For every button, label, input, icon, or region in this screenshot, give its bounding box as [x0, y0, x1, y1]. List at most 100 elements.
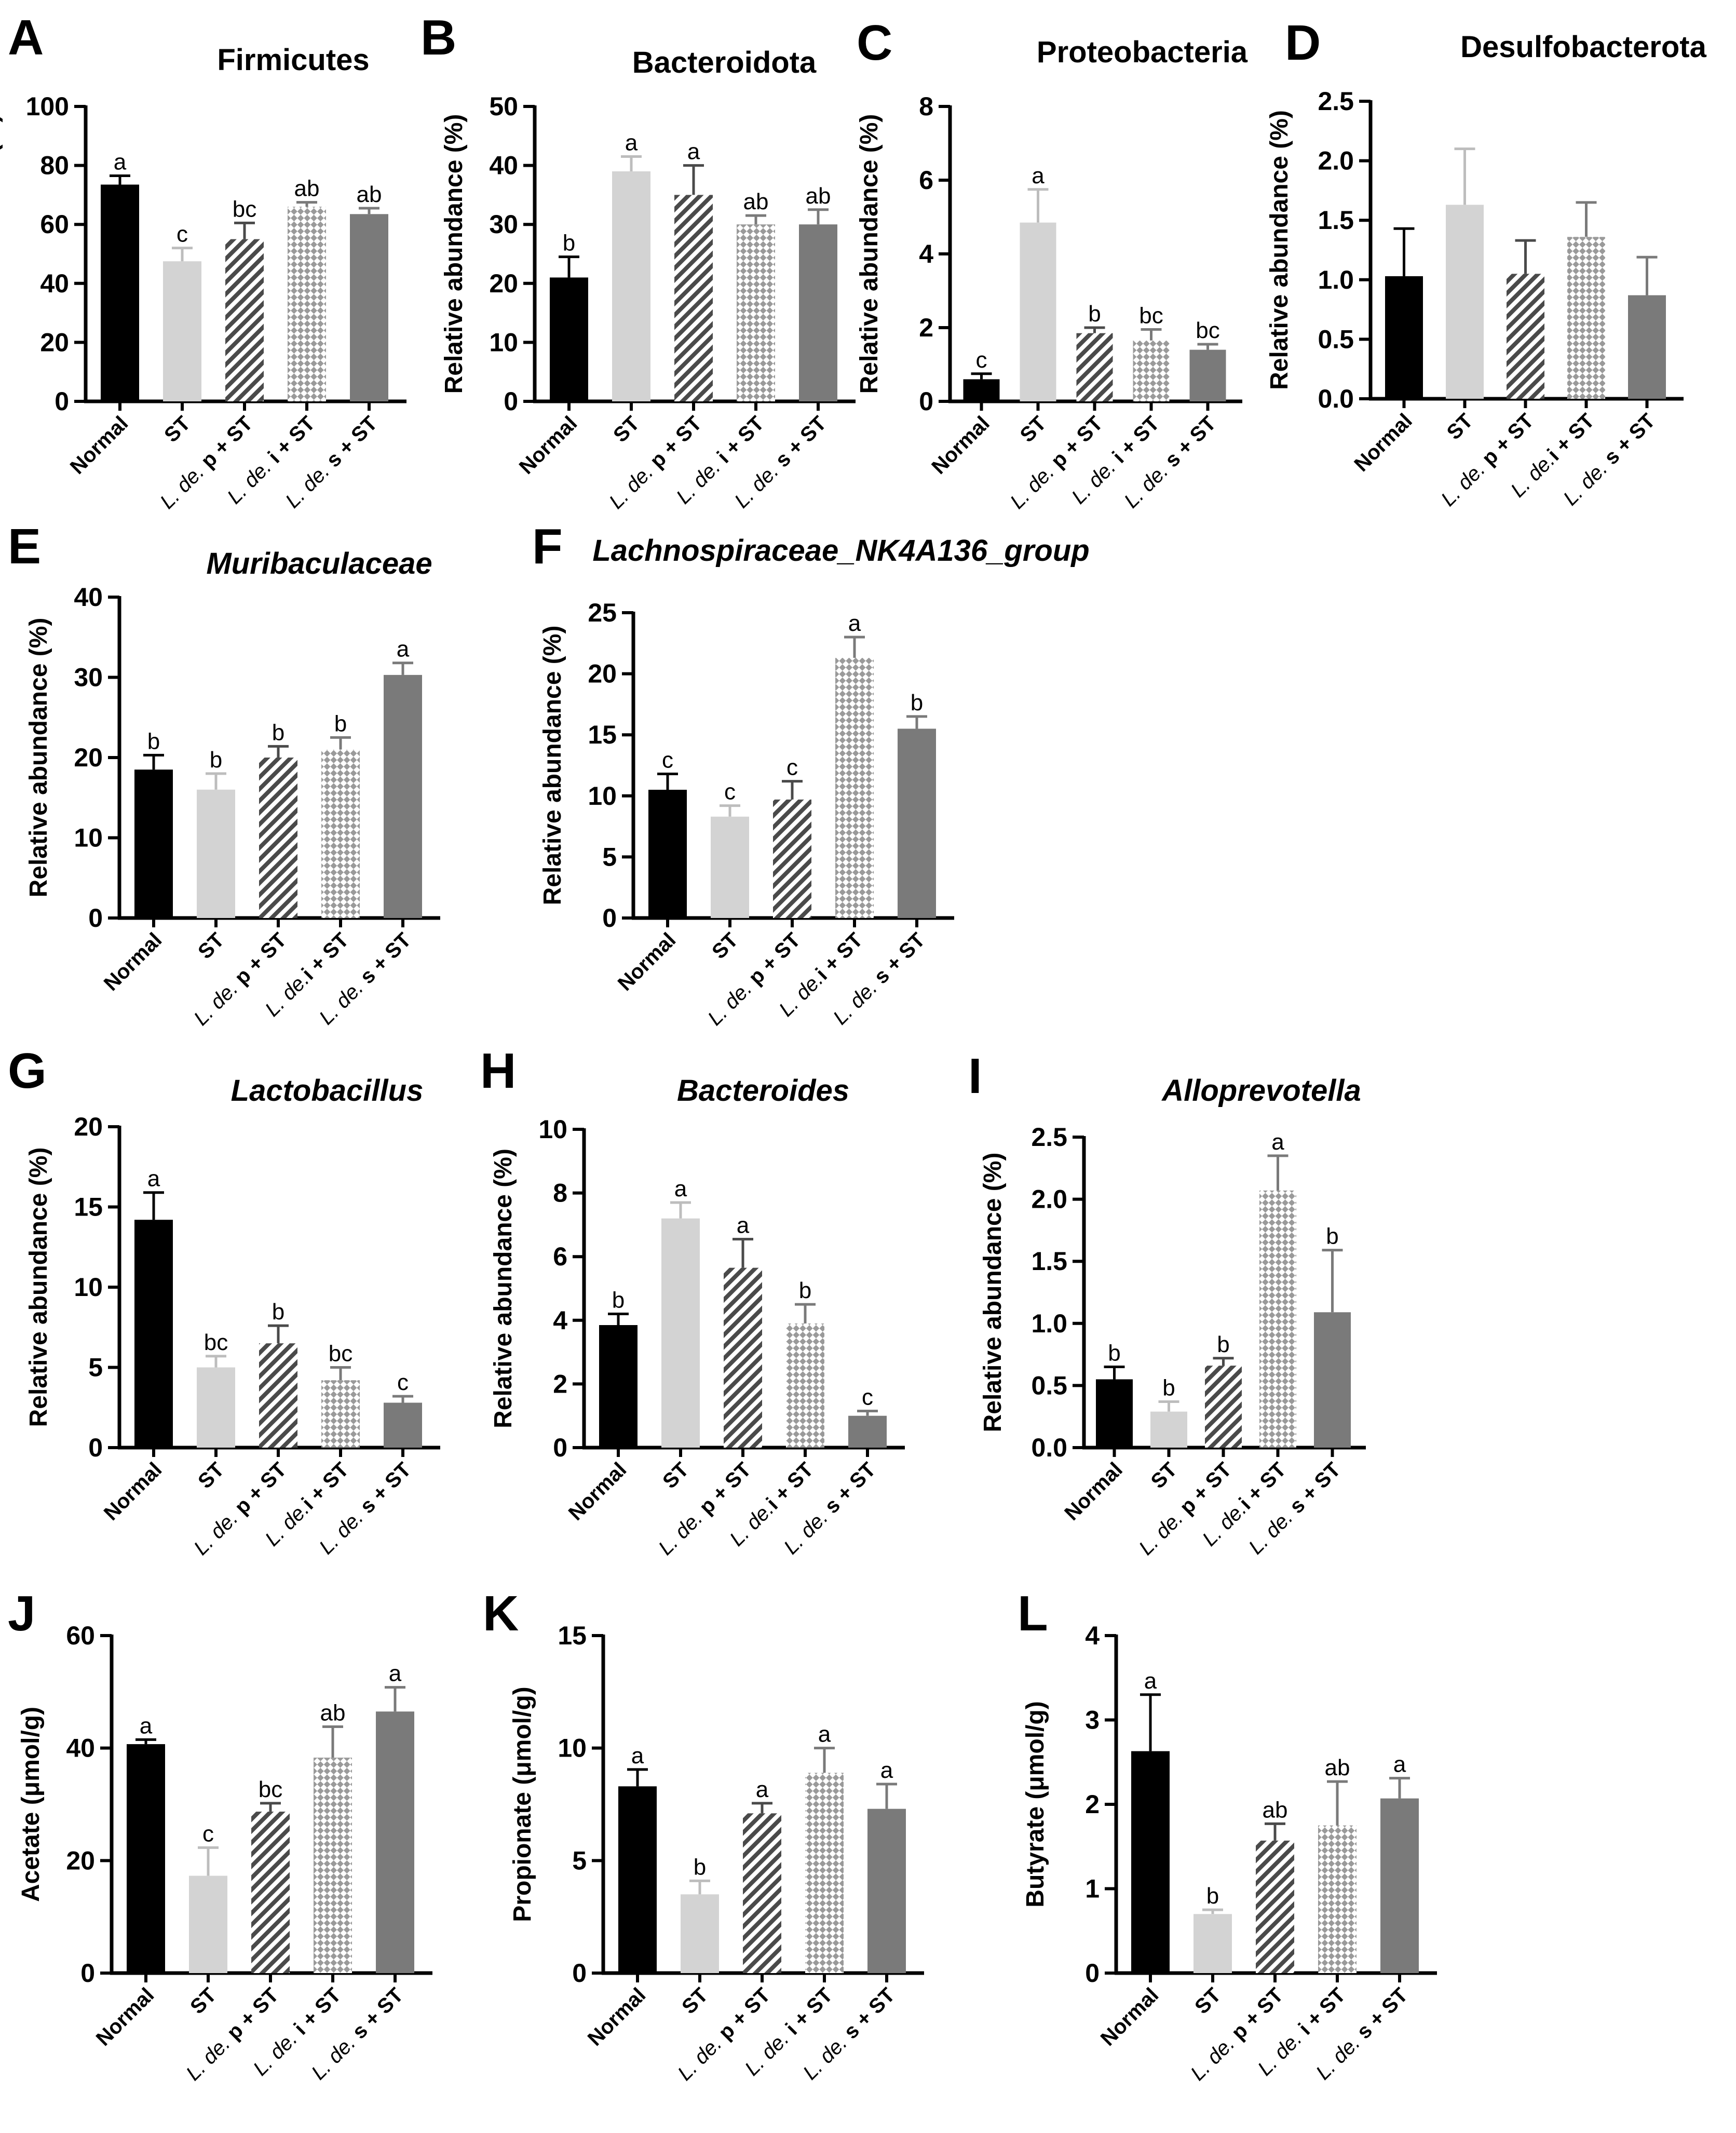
significance-letter: a	[880, 1758, 893, 1783]
bar	[799, 224, 837, 401]
significance-letter: b	[334, 711, 347, 736]
y-tick-label: 0	[553, 1433, 567, 1462]
bar	[1567, 237, 1605, 399]
y-tick-label: 0	[504, 387, 518, 416]
y-tick-label: 15	[588, 720, 617, 749]
significance-letter: a	[114, 149, 127, 174]
y-tick-label: 6	[919, 166, 933, 195]
bar	[259, 758, 297, 918]
category-label: ST	[708, 928, 742, 963]
significance-letter: a	[147, 1166, 160, 1192]
y-axis-label: Relative abundance (%)	[539, 626, 566, 906]
significance-letter: c	[724, 779, 736, 805]
bar	[661, 1218, 700, 1448]
bar	[618, 1786, 657, 1973]
bar	[251, 1812, 290, 1973]
y-tick-label: 15	[74, 1193, 103, 1222]
panel-letter: D	[1285, 15, 1321, 71]
y-tick-label: 8	[553, 1179, 567, 1208]
bar	[612, 171, 650, 401]
y-axis-label: Relative abundance (%)	[25, 1148, 52, 1427]
chart-title: Lachnospiraceae_NK4A136_group	[592, 534, 1089, 568]
y-axis-label: Relative abundance (%)	[490, 1149, 517, 1428]
y-tick-label: 5	[88, 1353, 103, 1382]
y-tick-label: 2	[553, 1369, 567, 1398]
category-label: ST	[1190, 1983, 1225, 2018]
bar	[1205, 1366, 1242, 1448]
y-tick-label: 0.5	[1318, 325, 1354, 354]
bar	[1150, 1411, 1187, 1448]
significance-letter: ab	[294, 176, 320, 201]
category-label: ST	[194, 928, 228, 963]
category-label: Normal	[1350, 409, 1417, 476]
significance-letter: b	[1088, 301, 1101, 327]
bar	[786, 1323, 824, 1448]
bar	[1194, 1914, 1232, 1973]
y-tick-label: 15	[558, 1621, 587, 1650]
y-tick-label: 10	[538, 1115, 567, 1144]
y-tick-label: 0	[80, 1959, 95, 1988]
bar	[1259, 1190, 1296, 1448]
chart-panel-E: E Muribaculaceae 0 10 20 30 40 Relative abundan…	[8, 519, 440, 1030]
bar	[1020, 222, 1056, 401]
bar	[743, 1813, 781, 1973]
y-tick-label: 0	[1085, 1959, 1100, 1988]
y-axis-label: Acetate (μmol/g)	[17, 1707, 45, 1902]
chart-panel-A: A Firmicutes 0 20 40 60 80 100 Relative abundanc…	[0, 10, 406, 514]
significance-letter: bc	[259, 1777, 282, 1802]
bar	[1507, 274, 1544, 399]
y-tick-label: 0	[88, 903, 103, 933]
panel-letter: L	[1018, 1586, 1048, 1641]
bar	[1385, 276, 1423, 399]
significance-letter: b	[210, 747, 222, 773]
significance-letter: a	[687, 139, 700, 165]
chart-panel-F: F Lachnospiraceae_NK4A136_group 0 5 10 15 20 25…	[532, 519, 1090, 1030]
significance-letter: b	[612, 1288, 625, 1313]
bar	[648, 790, 687, 918]
significance-letter: a	[1271, 1129, 1284, 1155]
y-tick-label: 4	[919, 239, 933, 268]
y-tick-label: 4	[553, 1306, 567, 1335]
significance-letter: b	[694, 1854, 706, 1880]
chart-title: Firmicutes	[217, 43, 369, 77]
y-axis-label: Relative abundance (%)	[25, 618, 52, 898]
y-axis-label: Propionate (μmol/g)	[509, 1686, 536, 1922]
bar	[127, 1744, 165, 1973]
y-tick-label: 30	[489, 210, 518, 239]
chart-title: Alloprevotella	[1161, 1074, 1361, 1108]
bar	[321, 749, 360, 918]
category-label: ST	[1016, 412, 1051, 447]
significance-letter: bc	[204, 1330, 228, 1355]
chart-title: Bacteroidota	[632, 46, 817, 79]
panel-letter: K	[483, 1586, 519, 1641]
category-label: Normal	[1060, 1458, 1127, 1525]
y-tick-label: 20	[74, 743, 103, 772]
category-label: Normal	[584, 1983, 650, 2050]
y-tick-label: 0	[602, 903, 617, 933]
bar	[674, 195, 713, 401]
panel-letter: J	[8, 1586, 35, 1641]
y-tick-label: 5	[572, 1846, 587, 1875]
bar	[898, 728, 936, 918]
panel-letter: B	[421, 10, 456, 65]
category-label: ST	[609, 412, 644, 447]
bar	[848, 1415, 887, 1448]
bar	[163, 261, 201, 401]
bar	[1133, 340, 1170, 401]
significance-letter: b	[272, 1299, 284, 1325]
significance-letter: b	[147, 728, 160, 754]
y-tick-label: 40	[66, 1734, 95, 1763]
y-axis-label: Relative abundance (%)	[856, 114, 883, 394]
panel-letter: A	[8, 10, 44, 65]
bar	[724, 1267, 762, 1448]
chart-panel-H: H Bacteroides 0 2 4 6 8 10 Relative abundance (%…	[480, 1043, 905, 1560]
bar	[737, 224, 775, 401]
bar	[805, 1773, 844, 1973]
bar	[681, 1894, 719, 1973]
y-tick-label: 2.5	[1318, 87, 1354, 116]
significance-letter: a	[625, 130, 638, 156]
bar	[376, 1711, 414, 1973]
y-tick-label: 50	[489, 92, 518, 121]
significance-letter: bc	[1196, 318, 1219, 343]
